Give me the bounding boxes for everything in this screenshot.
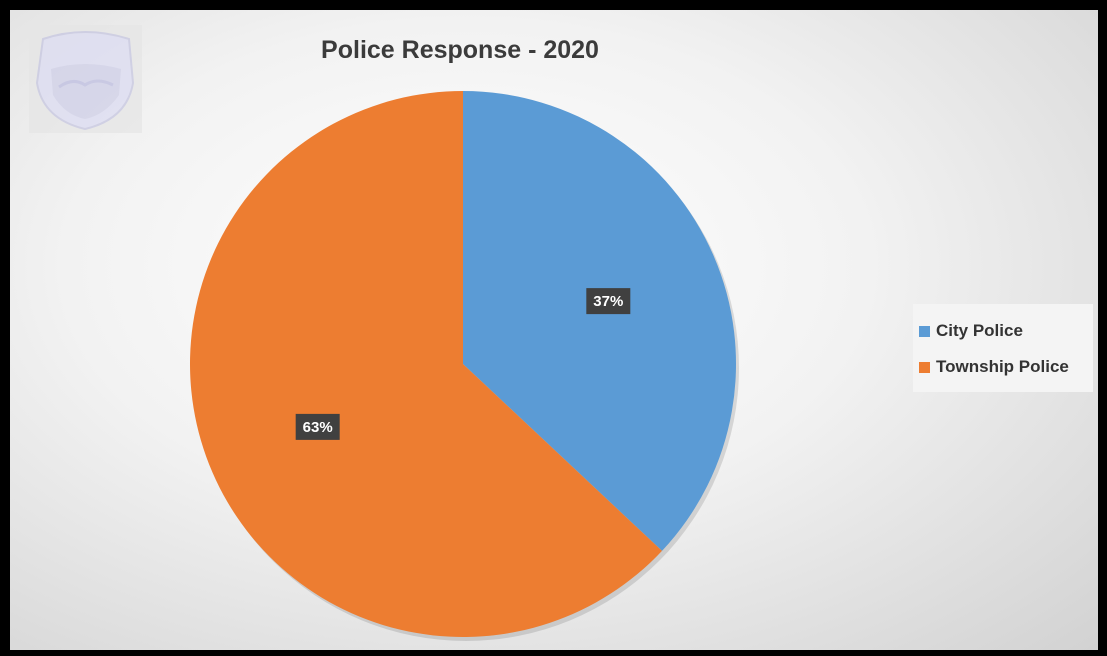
chart-legend: City Police Township Police [913, 304, 1093, 392]
data-label-township-police: 63% [295, 413, 340, 440]
legend-label-city-police: City Police [936, 321, 1023, 340]
chart-title: Police Response - 2020 [321, 36, 599, 64]
pie-slice-township-police [189, 91, 663, 637]
legend-label-township-police: Township Police [936, 357, 1069, 376]
legend-item-city-police: City Police [919, 320, 1023, 342]
data-label-box [295, 413, 340, 440]
police-badge-logo [29, 25, 142, 133]
legend-item-township-police: Township Police [919, 356, 1069, 378]
chart-frame: Police Response - 2020 37% 63% City Polic… [7, 7, 1101, 653]
data-label-text: 63% [303, 419, 333, 436]
pie-slice-city-police [463, 91, 736, 551]
data-label-text: 37% [593, 293, 623, 310]
legend-swatch-city-police [919, 325, 930, 337]
data-label-box [586, 288, 631, 315]
legend-swatch-township-police [919, 361, 930, 373]
pie-chart: 37% 63% [189, 91, 739, 641]
data-label-city-police: 37% [586, 288, 631, 315]
police-badge-icon [35, 31, 135, 131]
